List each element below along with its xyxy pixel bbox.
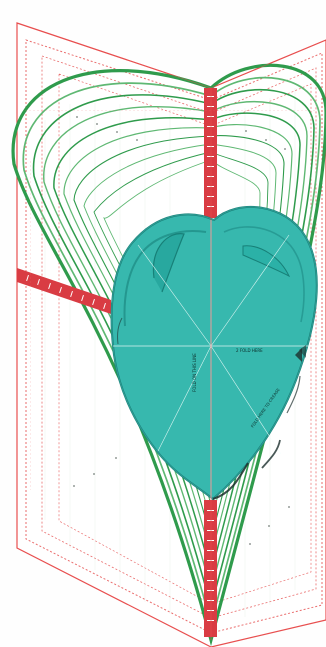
fold-lines — [16, 22, 326, 640]
vertical-label: FOLD ON THIS LINE — [192, 353, 197, 392]
vertical-ruler — [204, 88, 217, 637]
tiny-markers — [73, 116, 290, 545]
horizontal-ruler — [17, 268, 111, 314]
teal-heart — [110, 206, 319, 501]
center-label: 2 FOLD HERE — [236, 348, 263, 353]
fold-icon — [295, 345, 306, 362]
template-inner-dotted-outline-2 — [41, 55, 317, 619]
template-inner-dotted-outline — [25, 39, 323, 634]
